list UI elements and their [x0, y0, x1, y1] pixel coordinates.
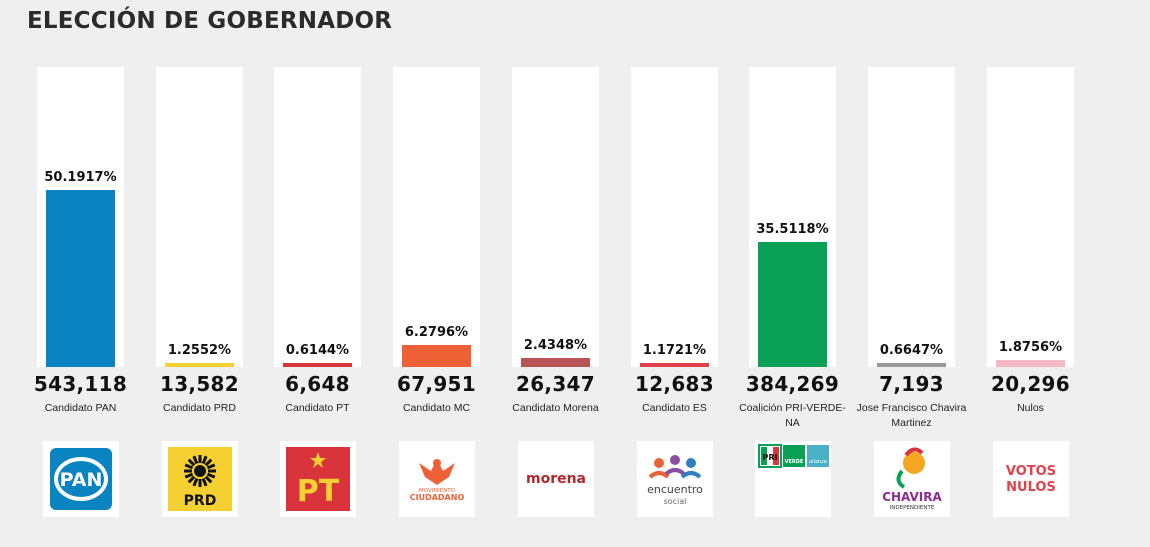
candidate-name: Candidato PT: [285, 402, 350, 414]
vote-count: 12,683: [635, 372, 714, 396]
candidate-name: Candidato ES: [642, 402, 707, 414]
bar-track: [274, 67, 361, 367]
bar-track: [393, 67, 480, 367]
svg-text:morena: morena: [526, 471, 586, 487]
svg-text:VOTOS: VOTOS: [1006, 464, 1056, 479]
vote-count: 384,269: [745, 372, 840, 396]
svg-text:PRD: PRD: [184, 493, 217, 509]
svg-text:CHAVIRA: CHAVIRA: [882, 490, 942, 504]
bar-percent-label: 2.4348%: [523, 338, 588, 354]
bar-percent-label: 50.1917%: [44, 169, 117, 185]
page-title: ELECCIÓN DE GOBERNADOR: [27, 8, 393, 34]
vote-count: 6,648: [285, 372, 350, 396]
svg-text:CIUDADANO: CIUDADANO: [410, 493, 465, 502]
bar-percent-label: 1.8756%: [998, 340, 1063, 356]
chavira-logo-icon: CHAVIRA INDEPENDIENTE: [874, 441, 950, 517]
morena-logo-icon: morena: [518, 441, 594, 517]
bar-percent-label: 0.6144%: [285, 343, 350, 358]
bar: [877, 363, 946, 367]
svg-text:INDEPENDIENTE: INDEPENDIENTE: [890, 505, 935, 511]
candidate-name: Coalición PRI-VERDE-NA: [739, 402, 846, 429]
candidate-name: Candidato PAN: [44, 402, 117, 414]
bar: [640, 362, 709, 367]
vote-count: 7,193: [879, 372, 944, 396]
pri-verde-na-logo-icon: PRI VERDE alianza: [755, 441, 831, 517]
candidate-name: Nulos: [1017, 402, 1044, 414]
candidate-name: Candidato PRD: [163, 402, 236, 414]
vote-count: 20,296: [991, 372, 1070, 396]
bar-percent-label: 1.2552%: [167, 342, 232, 358]
bar-percent-label: 1.1721%: [642, 342, 707, 358]
svg-text:alianza: alianza: [809, 459, 827, 465]
bar-track: [156, 67, 243, 367]
svg-text:VERDE: VERDE: [785, 459, 804, 465]
svg-text:MOVIMIENTO: MOVIMIENTO: [419, 488, 456, 494]
svg-text:PAN: PAN: [60, 469, 103, 491]
pan-logo-icon: PAN: [43, 441, 119, 517]
bar: [402, 344, 471, 367]
bar: [996, 360, 1065, 367]
bar-track: [631, 67, 718, 367]
bar: [521, 358, 590, 367]
vote-count: 543,118: [33, 372, 128, 396]
pt-logo-icon: PT: [280, 441, 356, 517]
votos-nulos-logo-icon: VOTOS NULOS: [993, 441, 1069, 517]
bar-track: [868, 67, 955, 367]
bar: [283, 363, 352, 367]
candidate-name: Candidato Morena: [512, 402, 599, 414]
bar-percent-label: 0.6647%: [879, 343, 944, 358]
prd-logo-icon: PRD: [162, 441, 238, 517]
movimiento-ciudadano-logo-icon: MOVIMIENTO CIUDADANO: [399, 441, 475, 517]
vote-count: 26,347: [516, 372, 595, 396]
svg-text:PRI: PRI: [763, 453, 778, 462]
bar-percent-label: 35.5118%: [756, 221, 829, 237]
bar: [758, 241, 827, 367]
encuentro-social-logo-icon: encuentro social: [637, 441, 713, 517]
candidate-name: Jose Francisco Chavira Martinez: [856, 402, 967, 429]
candidate-name: Candidato MC: [402, 402, 471, 414]
svg-text:NULOS: NULOS: [1006, 480, 1056, 495]
bar-track: [512, 67, 599, 367]
svg-text:encuentro: encuentro: [647, 483, 703, 496]
vote-count: 13,582: [160, 372, 239, 396]
bar: [165, 362, 234, 367]
bar-percent-label: 6.2796%: [404, 324, 469, 340]
vote-count: 67,951: [397, 372, 476, 396]
svg-text:PT: PT: [297, 474, 340, 509]
svg-text:social: social: [664, 497, 687, 506]
bar: [46, 189, 115, 367]
bar-track: [987, 67, 1074, 367]
